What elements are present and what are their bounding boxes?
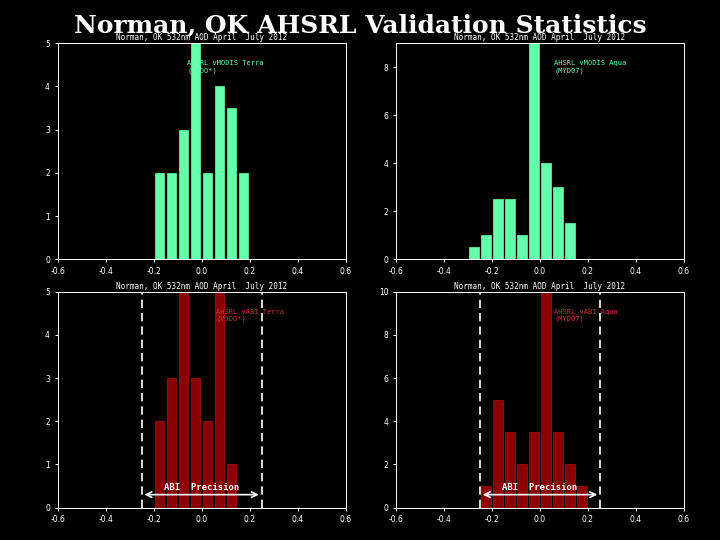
Bar [554,432,562,508]
Bar [565,464,575,508]
Bar [469,247,479,259]
Text: Norman, OK AHSRL Validation Statistics: Norman, OK AHSRL Validation Statistics [73,14,647,37]
Bar [203,421,212,508]
Bar [191,43,200,259]
Bar [482,235,490,259]
Bar [493,400,503,508]
Bar [541,163,551,259]
Bar [529,43,539,259]
Text: AHSRL vMODIS Terra
(VJDO*): AHSRL vMODIS Terra (VJDO*) [187,60,264,74]
Bar [155,173,164,259]
Bar [577,486,587,508]
Bar [518,464,526,508]
Bar [529,432,539,508]
Bar [493,199,503,259]
Bar [203,173,212,259]
Bar [239,173,248,259]
Bar [565,223,575,259]
Bar [191,378,200,508]
Title: Norman, OK 532nm AOD April  July 2012: Norman, OK 532nm AOD April July 2012 [454,33,626,43]
Bar [505,432,515,508]
Bar [541,292,551,508]
Bar [505,199,515,259]
Bar [215,86,224,259]
Text: ABI  Precision: ABI Precision [164,483,239,492]
Bar [518,235,526,259]
Title: Norman, OK 532nm AOD April  July 2012: Norman, OK 532nm AOD April July 2012 [116,33,287,43]
Bar [215,292,224,508]
Bar [179,292,188,508]
Title: Norman, OK 532nm AOD April  July 2012: Norman, OK 532nm AOD April July 2012 [454,282,626,291]
Text: AHSRL vABI Aqua
(MYD07): AHSRL vABI Aqua (MYD07) [554,309,618,322]
Title: Norman, OK 532nm AOD April  July 2012: Norman, OK 532nm AOD April July 2012 [116,282,287,291]
Bar [179,130,188,259]
Bar [155,421,164,508]
Bar [554,187,562,259]
Bar [227,464,236,508]
Text: AHSRL vMODIS Aqua
(MYD07): AHSRL vMODIS Aqua (MYD07) [554,60,626,74]
Bar [167,173,176,259]
Text: ABI  Precision: ABI Precision [503,483,577,492]
Bar [167,378,176,508]
Text: AHSRL vABI Terra
(VJDO*): AHSRL vABI Terra (VJDO*) [216,309,284,322]
Bar [482,486,490,508]
Bar [227,108,236,259]
